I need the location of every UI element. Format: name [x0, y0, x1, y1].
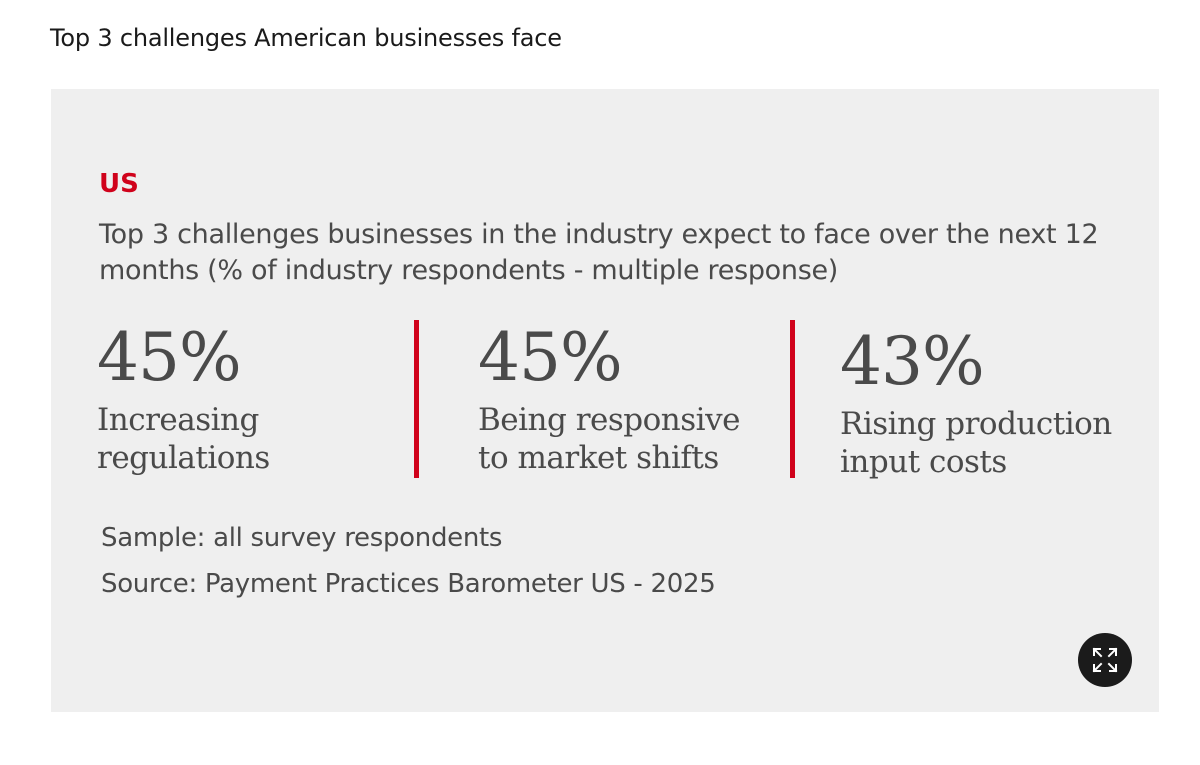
stat-label-line: to market shifts	[478, 440, 719, 476]
stat-label-line: input costs	[840, 444, 1007, 480]
region-label: US	[99, 169, 139, 199]
stat-value: 45%	[97, 319, 242, 396]
infographic-card: US Top 3 challenges businesses in the in…	[51, 89, 1159, 712]
stat-label-line: Increasing	[97, 402, 259, 438]
stat-value: 43%	[840, 323, 985, 400]
expand-icon	[1092, 647, 1118, 673]
expand-button[interactable]	[1078, 633, 1132, 687]
stat-divider	[790, 320, 795, 478]
page-heading: Top 3 challenges American businesses fac…	[50, 24, 562, 52]
stat-label-line: regulations	[97, 440, 270, 476]
stat-label-line: Rising production	[840, 406, 1112, 442]
stat-item: 45% Increasing regulations	[97, 321, 270, 477]
sample-note: Sample: all survey respondents	[101, 523, 503, 553]
stat-label-line: Being responsive	[478, 402, 740, 438]
stat-divider	[414, 320, 419, 478]
stat-label: Being responsive to market shifts	[478, 401, 740, 477]
chart-subtitle: Top 3 challenges businesses in the indus…	[99, 219, 1099, 286]
source-note: Source: Payment Practices Barometer US -…	[101, 569, 716, 599]
stat-value: 45%	[478, 319, 623, 396]
stat-item: 43% Rising production input costs	[840, 325, 1112, 481]
stat-item: 45% Being responsive to market shifts	[478, 321, 740, 477]
stat-label: Rising production input costs	[840, 405, 1112, 481]
stat-label: Increasing regulations	[97, 401, 270, 477]
